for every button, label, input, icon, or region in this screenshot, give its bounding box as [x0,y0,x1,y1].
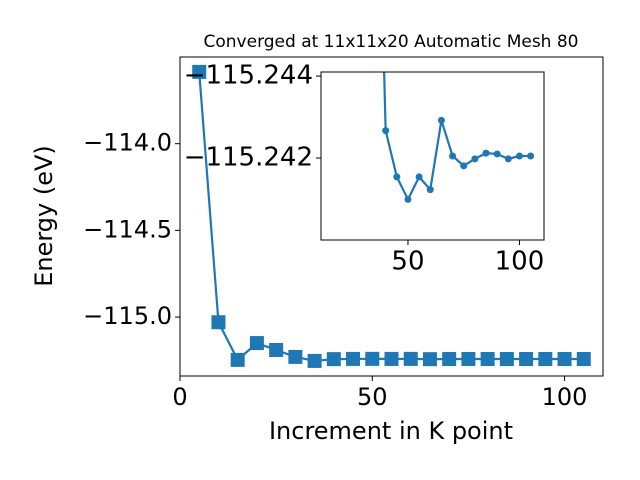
marker [365,351,380,366]
marker [382,127,390,135]
x-tick-label: 50 [357,383,388,411]
x-tick-label: 100 [542,383,588,411]
marker [346,351,361,366]
marker [211,315,226,330]
axes-frame [179,56,604,377]
marker [437,116,445,124]
y-tick-label: −115.244 [184,61,313,91]
y-tick-label: −115.0 [83,302,172,330]
marker [460,162,468,170]
x-tick-label: 50 [391,247,424,277]
marker [538,352,553,367]
marker [504,155,512,163]
marker [461,351,476,366]
marker [415,173,423,181]
y-tick-label: −114.0 [83,129,172,157]
marker [404,195,412,203]
marker [426,186,434,194]
marker [576,352,591,367]
x-tick-label: 100 [495,247,545,277]
marker [307,353,322,368]
plot-area [192,64,591,368]
x-axis-label: Increment in K point [269,417,513,445]
marker [527,152,535,160]
plot-area [382,72,535,203]
marker [326,352,341,367]
axes-frame [320,71,545,241]
y-axis-label: Energy (eV) [30,145,58,287]
marker [288,349,303,364]
marker [515,152,523,160]
marker [442,352,457,367]
marker [393,173,401,181]
marker [269,342,284,357]
marker [422,352,437,367]
y-tick-label: −115.242 [184,143,313,173]
marker [403,351,418,366]
marker [499,352,514,367]
marker [482,149,490,157]
marker [480,352,495,367]
marker [230,352,245,367]
marker [249,336,264,351]
y-tick-label: −114.5 [83,215,172,243]
marker [471,155,479,163]
marker [493,150,501,158]
marker [192,64,207,79]
marker [557,352,572,367]
marker [449,152,457,160]
marker [384,351,399,366]
marker [519,352,534,367]
chart-title: Converged at 11x11x20 Automatic Mesh 80 [204,32,579,52]
plot-background [321,72,544,240]
x-tick-label: 0 [172,383,187,411]
